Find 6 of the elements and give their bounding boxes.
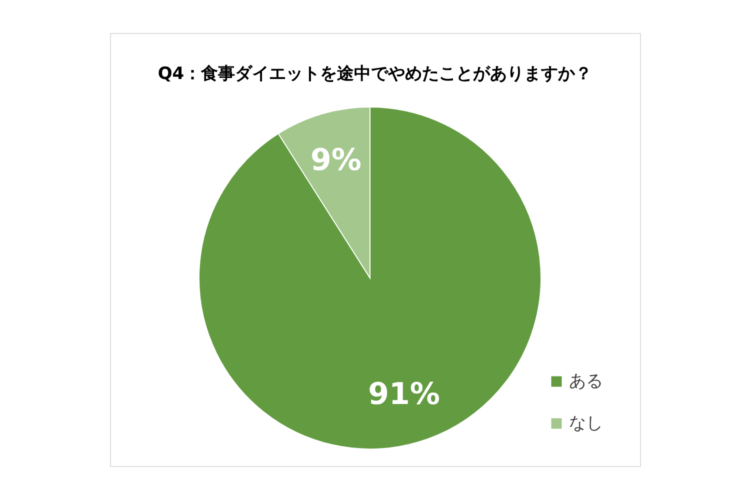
data-label: 9%	[310, 142, 362, 178]
data-label: 91%	[368, 377, 440, 412]
pie-slice	[198, 106, 542, 450]
legend-label: ある	[569, 372, 603, 392]
legend-label: なし	[569, 414, 603, 434]
chart-title: Q4：食事ダイエットを途中でやめたことがありますか？	[158, 64, 592, 84]
